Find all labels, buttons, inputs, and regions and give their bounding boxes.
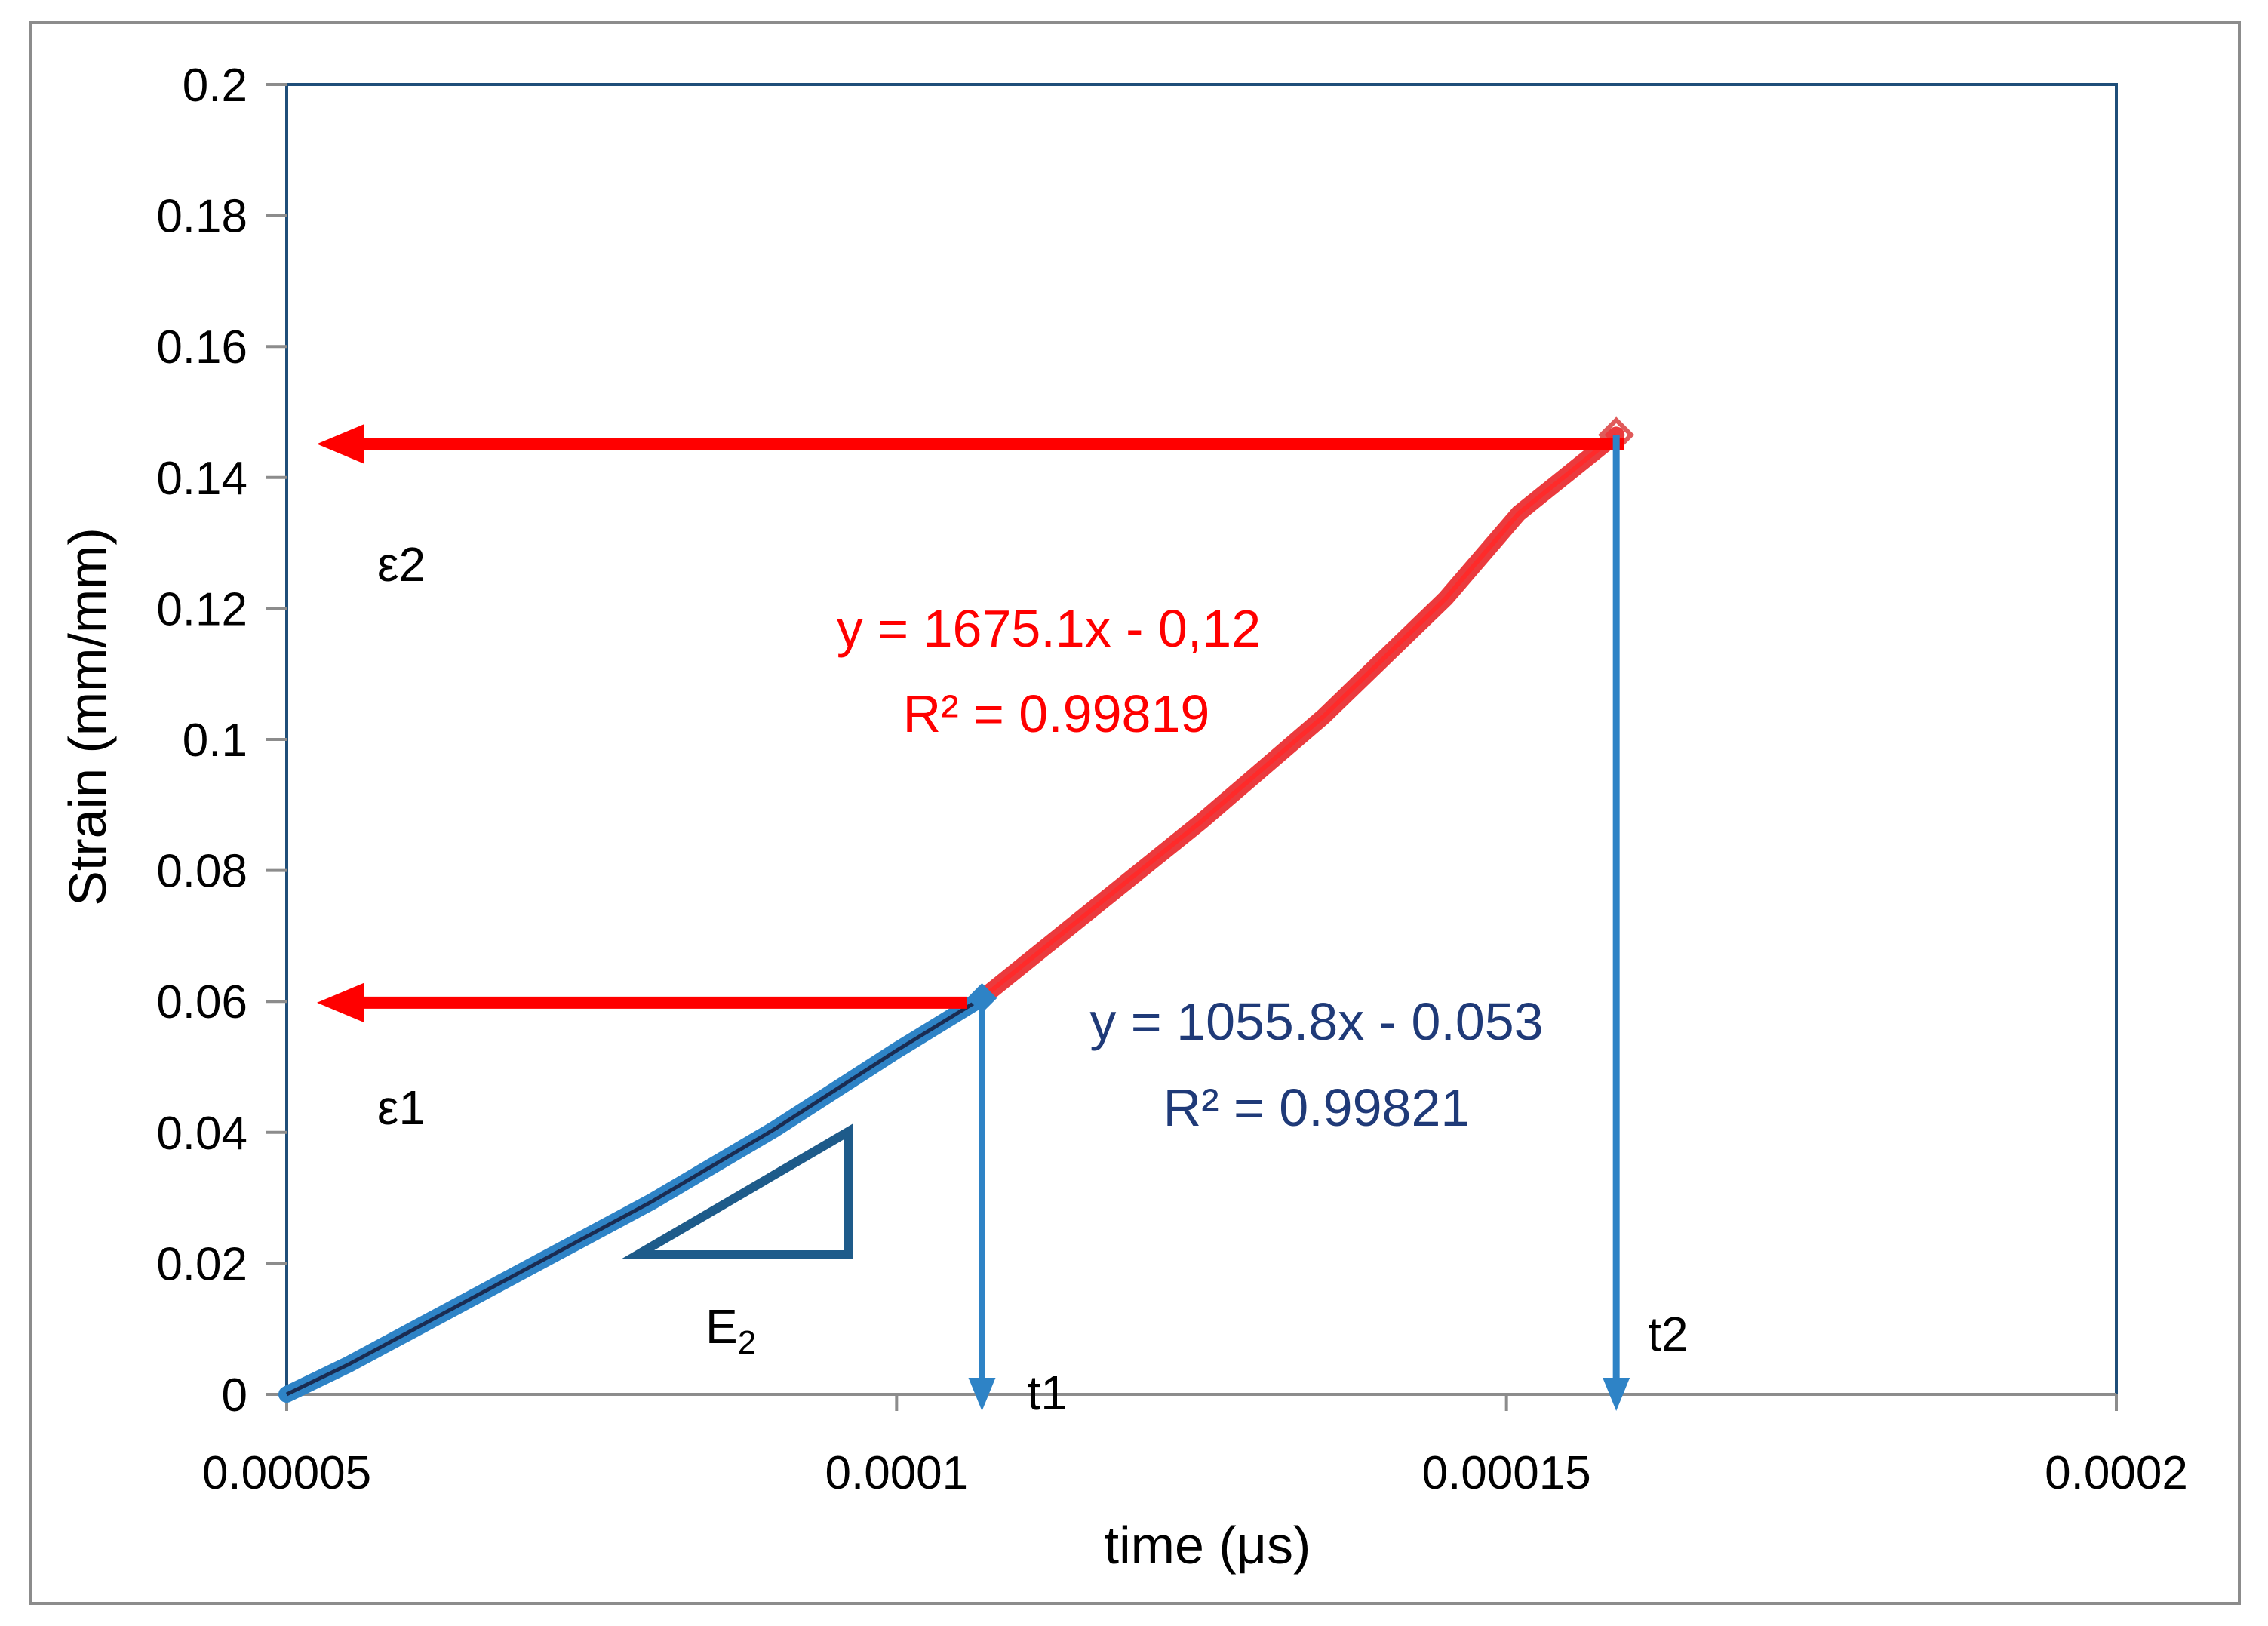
- y-tick-label: 0.2: [183, 60, 247, 112]
- fit1-r-squared: R² = 0.99821: [1163, 1078, 1471, 1137]
- fit2-r-squared: R² = 0.99819: [903, 684, 1210, 743]
- t1-drop-head: [968, 1378, 996, 1411]
- eps1-arrow-head: [317, 982, 364, 1022]
- y-tick-label: 0.12: [156, 583, 247, 635]
- t2-label: t2: [1648, 1307, 1688, 1361]
- t2-drop-head: [1603, 1378, 1630, 1411]
- x-tick-label: 0.0002: [2045, 1447, 2188, 1499]
- annotations: ε2 ε1 t1 t2 y = 1675.1x - 0,12 R² = 0.99819 y …: [317, 424, 1689, 1420]
- fit1-equation: y = 1055.8x - 0.053: [1089, 992, 1543, 1051]
- x-tick-label: 0.00005: [202, 1447, 371, 1499]
- y-tick-label: 0.16: [156, 321, 247, 373]
- series-1-fit-line: [285, 996, 983, 1397]
- x-tick-label: 0.00015: [1422, 1447, 1591, 1499]
- eps2-arrow-head: [317, 424, 364, 464]
- y-tick-label: 0.18: [156, 191, 247, 243]
- x-tick-label: 0.0001: [825, 1447, 969, 1499]
- y-tick-label: 0.02: [156, 1238, 247, 1290]
- y-tick-label: 0.14: [156, 453, 247, 505]
- fit2-equation: y = 1675.1x - 0,12: [837, 599, 1261, 658]
- eps1-label: ε1: [377, 1080, 426, 1135]
- axes: 0.00005 0.0001 0.00015 0.0002 0 0.02 0.04 0.06 0…: [156, 60, 2187, 1499]
- y-tick-label: 0.06: [156, 976, 247, 1028]
- data-series: [278, 416, 1635, 1403]
- y-tick-label: 0.1: [183, 715, 247, 767]
- y-tick-label: 0.08: [156, 846, 247, 898]
- slope-label-subscript: 2: [738, 1324, 756, 1361]
- y-axis-title: Strain (mm/mm): [58, 527, 117, 906]
- eps2-label: ε2: [377, 537, 426, 592]
- t1-label: t1: [1028, 1366, 1068, 1420]
- x-axis-title: time (μs): [1105, 1516, 1311, 1575]
- y-tick-label: 0.04: [156, 1108, 247, 1160]
- y-tick-label: 0: [222, 1369, 247, 1422]
- slope-triangle: [620, 1123, 853, 1259]
- series-2-fit-line: [980, 433, 1618, 1000]
